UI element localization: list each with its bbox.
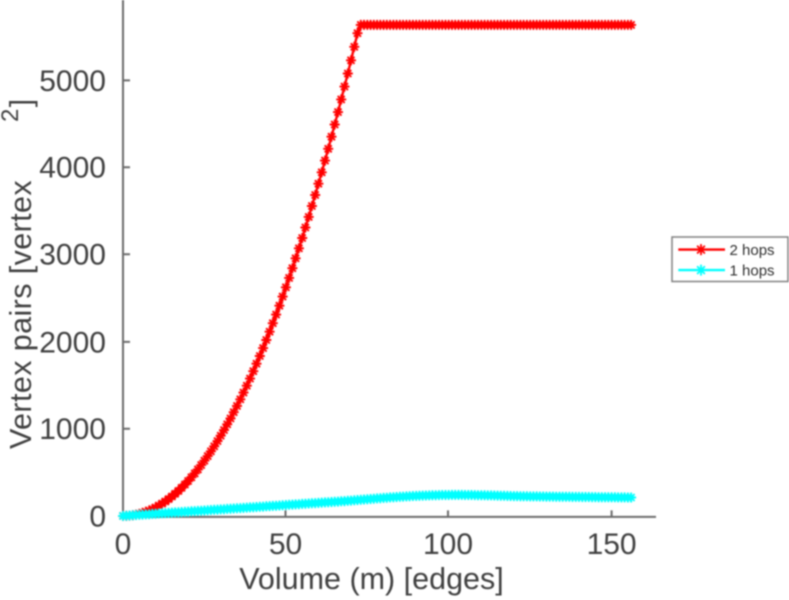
svg-text:3000: 3000 [39, 239, 106, 272]
svg-text:150: 150 [587, 528, 637, 561]
svg-text:4000: 4000 [39, 152, 106, 185]
svg-text:2000: 2000 [39, 326, 106, 359]
svg-text:5000: 5000 [39, 65, 106, 98]
svg-text:100: 100 [423, 528, 473, 561]
svg-text:0: 0 [115, 528, 132, 561]
svg-text:Volume (m) [edges]: Volume (m) [edges] [239, 562, 503, 596]
svg-text:2 hops: 2 hops [730, 242, 775, 259]
svg-text:1 hops: 1 hops [730, 263, 775, 280]
svg-text:0: 0 [89, 500, 106, 533]
svg-text:50: 50 [269, 528, 302, 561]
svg-text:1000: 1000 [39, 413, 106, 446]
